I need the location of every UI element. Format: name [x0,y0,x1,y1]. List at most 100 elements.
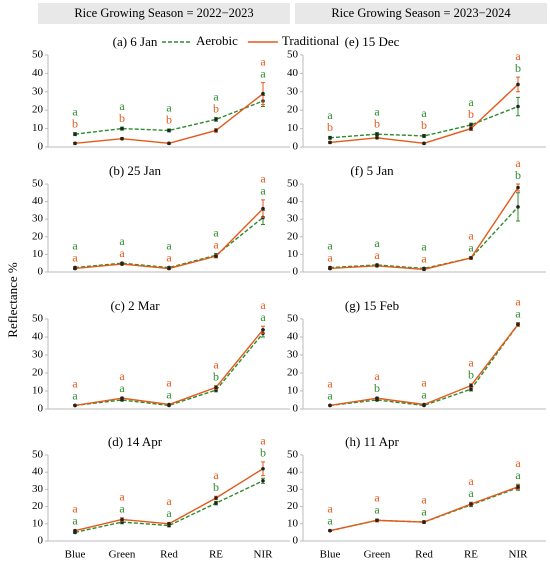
significance-letter: a [327,238,333,252]
point [261,206,265,211]
significance-letter: a [327,514,333,528]
significance-letter: a [515,306,521,320]
y-tick-label: 0 [38,141,44,153]
significance-letter: a [260,66,266,80]
point [214,496,218,500]
y-tick-label: 20 [287,367,299,379]
significance-letter: a [72,250,78,264]
y-tick-label: 30 [32,85,44,97]
significance-letter: a [515,456,521,470]
series-line [329,206,519,270]
significance-letter: b [515,168,521,182]
significance-letter: a [119,502,125,516]
significance-letter: a [374,104,380,118]
x-tick-label: Green [364,549,391,561]
point [214,254,218,258]
significance-letter: b [468,107,474,121]
point [261,466,265,471]
significance-letter: a [327,389,333,403]
series-line [329,323,519,407]
point [516,322,520,327]
point [214,128,218,133]
y-tick-label: 0 [38,266,44,278]
y-tick-label: 50 [287,178,299,190]
significance-letter: a [213,237,219,251]
x-tick-label: Red [415,549,433,561]
significance-letter: a [327,502,333,516]
y-tick-label: 20 [287,230,299,242]
significance-letter: a [515,49,521,63]
significance-letter: a [327,108,333,122]
y-tick-label: 40 [32,331,44,343]
point [375,264,379,268]
significance-letter: a [213,468,219,482]
significance-letter: a [468,474,474,488]
significance-letter: a [374,491,380,505]
column-header: Rice Growing Season = 2023−2024 [331,6,511,20]
point [516,82,520,87]
significance-letter: a [515,294,521,308]
significance-letter: a [327,377,333,391]
y-tick-label: 10 [287,248,299,260]
significance-letter: a [72,104,78,118]
point [375,518,379,523]
y-tick-label: 10 [32,517,44,529]
point [375,132,379,136]
significance-letter: a [260,434,266,448]
y-tick-label: 50 [32,178,44,190]
significance-letter: a [421,376,427,390]
panel-title: (d) 14 Apr [108,434,163,449]
significance-letter: a [468,95,474,109]
significance-letter: b [468,368,474,382]
point [422,134,426,138]
point [328,266,332,271]
y-tick-label: 10 [287,517,299,529]
y-tick-label: 10 [32,248,44,260]
series-line [74,332,264,407]
point [73,141,77,146]
y-tick-label: 40 [287,331,299,343]
series-line [329,105,519,139]
y-tick-label: 40 [287,466,299,478]
significance-letter: a [515,468,521,482]
significance-letter: a [166,494,172,508]
y-tick-label: 10 [287,122,299,134]
point [469,383,473,388]
significance-letter: a [119,381,125,395]
panel-title: (g) 15 Feb [345,298,399,313]
y-tick-label: 0 [293,535,299,547]
y-tick-label: 10 [287,385,299,397]
y-tick-label: 10 [32,122,44,134]
significance-letter: a [166,238,172,252]
y-tick-label: 0 [293,141,299,153]
significance-letter: a [468,228,474,242]
significance-letter: a [515,156,521,170]
x-tick-label: NIR [509,549,529,561]
y-tick-label: 30 [32,213,44,225]
significance-letter: b [374,116,380,130]
series-line [74,216,264,269]
significance-letter: a [374,503,380,517]
significance-letter: a [119,99,125,113]
point [120,396,124,401]
x-tick-label: NIR [254,549,274,561]
significance-letter: a [374,248,380,262]
significance-letter: a [119,490,125,504]
point [120,126,124,131]
significance-letter: a [213,89,219,103]
significance-letter: a [213,225,219,239]
y-axis-label: Reflectance % [5,262,20,338]
point [261,479,265,483]
significance-letter: a [213,357,219,371]
panel-title: (b) 25 Jan [109,163,161,178]
x-tick-label: RE [464,549,478,561]
legend-label: Traditional [282,33,340,48]
y-tick-label: 50 [32,49,44,61]
significance-letter: a [468,356,474,370]
y-tick-label: 30 [32,349,44,361]
point [516,185,520,190]
x-tick-label: RE [209,549,223,561]
legend-label: Aerobic [196,33,238,48]
header-box [38,3,290,24]
header-box [295,3,547,24]
